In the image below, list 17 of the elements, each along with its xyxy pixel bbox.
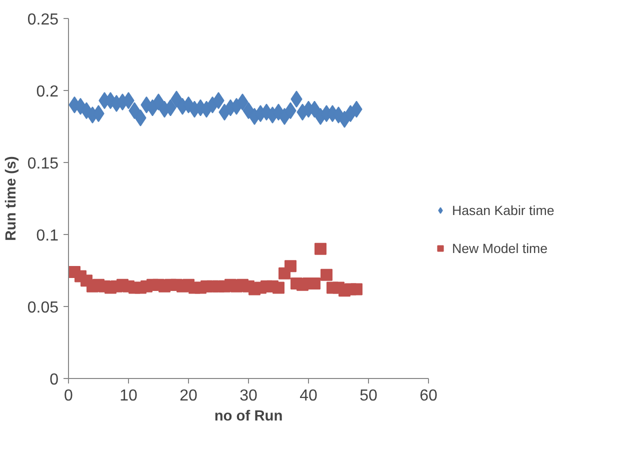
x-tick-label: 40 [300, 388, 318, 404]
x-tick-label: 30 [240, 388, 258, 404]
x-tick-label: 60 [420, 388, 438, 404]
x-axis-title: no of Run [214, 408, 283, 424]
y-tick-label: 0.05 [27, 300, 59, 316]
x-tick-label: 20 [180, 388, 198, 404]
x-tick-label: 50 [360, 388, 378, 404]
y-tick-label: 0.15 [27, 156, 59, 172]
x-tick-label: 0 [64, 388, 74, 404]
y-tick-label: 0.1 [36, 228, 59, 244]
legend-label: Hasan Kabir time [452, 202, 554, 218]
x-tick-label: 10 [120, 388, 138, 404]
y-axis-title: Run time (s) [3, 156, 20, 241]
y-tick-label: 0 [50, 372, 59, 388]
legend-label: New Model time [452, 240, 548, 256]
y-tick-label: 0.2 [36, 84, 59, 100]
y-tick-label: 0.25 [27, 12, 59, 28]
